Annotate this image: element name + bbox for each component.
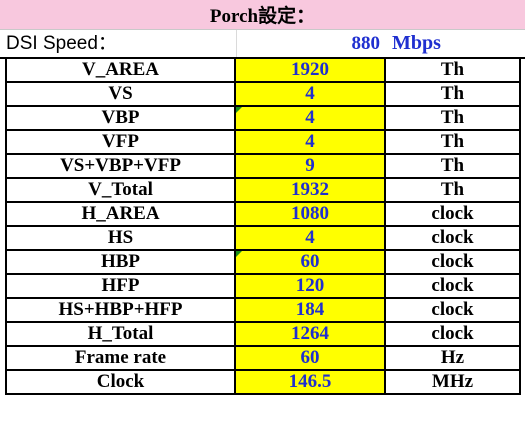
porch-table: V_AREA 1920 Th VS 4 Th VBP 4 Th VFP 4 Th… <box>5 57 521 395</box>
row-value-vbp[interactable]: 4 <box>234 105 386 131</box>
row-unit-clock: MHz <box>384 369 521 395</box>
row-value-hfp[interactable]: 120 <box>234 273 386 299</box>
row-unit-v-porch-sum: Th <box>384 153 521 179</box>
row-value-h-area[interactable]: 1080 <box>234 201 386 227</box>
row-label-h-porch-sum: HS+HBP+HFP <box>5 297 236 323</box>
row-label-v-total: V_Total <box>5 177 236 203</box>
row-label-vbp: VBP <box>5 105 236 131</box>
row-unit-hbp: clock <box>384 249 521 275</box>
table-row: V_Total 1932 Th <box>5 177 521 203</box>
table-row: HBP 60 clock <box>5 249 521 275</box>
comment-marker-icon[interactable] <box>237 108 242 113</box>
row-value-vs[interactable]: 4 <box>234 81 386 107</box>
row-label-h-total: H_Total <box>5 321 236 347</box>
row-value-vfp[interactable]: 4 <box>234 129 386 155</box>
row-unit-vbp: Th <box>384 105 521 131</box>
row-label-vs: VS <box>5 81 236 107</box>
row-value-hbp[interactable]: 60 <box>234 249 386 275</box>
comment-marker-icon[interactable] <box>237 252 242 257</box>
table-row: H_AREA 1080 clock <box>5 201 521 227</box>
row-label-hs: HS <box>5 225 236 251</box>
row-value-hs[interactable]: 4 <box>234 225 386 251</box>
row-unit-v-total: Th <box>384 177 521 203</box>
dsi-speed-value[interactable]: 880 <box>351 33 381 54</box>
row-label-frame-rate: Frame rate <box>5 345 236 371</box>
table-row: VS+VBP+VFP 9 Th <box>5 153 521 179</box>
sheet-title-text: Porch設定： <box>209 6 316 27</box>
row-label-v-porch-sum: VS+VBP+VFP <box>5 153 236 179</box>
table-row: HS 4 clock <box>5 225 521 251</box>
row-label-v-area: V_AREA <box>5 57 236 83</box>
table-row: HFP 120 clock <box>5 273 521 299</box>
row-unit-h-area: clock <box>384 201 521 227</box>
row-value-vbp-text: 4 <box>305 107 315 128</box>
table-row: Clock 146.5 MHz <box>5 369 521 395</box>
table-row: VFP 4 Th <box>5 129 521 155</box>
row-value-frame-rate[interactable]: 60 <box>234 345 386 371</box>
row-unit-vfp: Th <box>384 129 521 155</box>
table-row: HS+HBP+HFP 184 clock <box>5 297 521 323</box>
table-row: VBP 4 Th <box>5 105 521 131</box>
row-label-h-area: H_AREA <box>5 201 236 227</box>
row-unit-hfp: clock <box>384 273 521 299</box>
row-unit-v-area: Th <box>384 57 521 83</box>
table-row: V_AREA 1920 Th <box>5 57 521 83</box>
table-row: H_Total 1264 clock <box>5 321 521 347</box>
row-unit-h-porch-sum: clock <box>384 297 521 323</box>
row-value-v-area[interactable]: 1920 <box>234 57 386 83</box>
row-unit-h-total: clock <box>384 321 521 347</box>
sheet-title: Porch設定： <box>0 0 525 30</box>
table-row: Frame rate 60 Hz <box>5 345 521 371</box>
row-unit-vs: Th <box>384 81 521 107</box>
cell-divider <box>236 30 237 57</box>
row-value-v-total[interactable]: 1932 <box>234 177 386 203</box>
row-label-clock: Clock <box>5 369 236 395</box>
dsi-speed-unit: Mbps <box>392 32 441 54</box>
row-label-hbp: HBP <box>5 249 236 275</box>
row-value-h-total[interactable]: 1264 <box>234 321 386 347</box>
row-label-hfp: HFP <box>5 273 236 299</box>
dsi-speed-row: DSI Speed： 880 Mbps <box>0 30 525 59</box>
row-unit-frame-rate: Hz <box>384 345 521 371</box>
table-row: VS 4 Th <box>5 81 521 107</box>
row-value-v-porch-sum[interactable]: 9 <box>234 153 386 179</box>
row-value-clock[interactable]: 146.5 <box>234 369 386 395</box>
row-unit-hs: clock <box>384 225 521 251</box>
dsi-speed-label: DSI Speed： <box>6 33 117 54</box>
row-value-h-porch-sum[interactable]: 184 <box>234 297 386 323</box>
row-value-hbp-text: 60 <box>300 251 320 272</box>
row-label-vfp: VFP <box>5 129 236 155</box>
